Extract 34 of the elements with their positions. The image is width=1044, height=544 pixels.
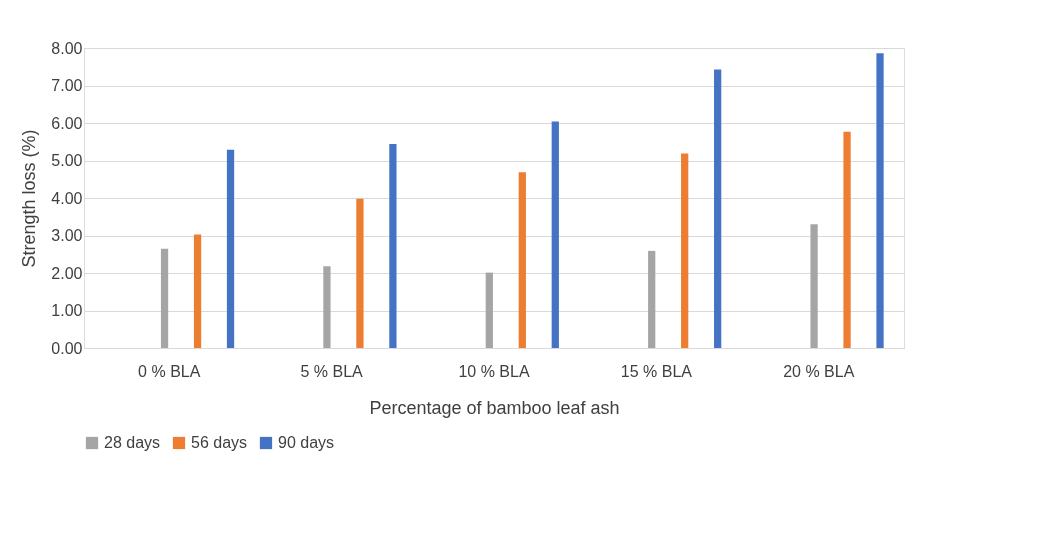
- bar: [843, 131, 851, 348]
- x-tick-label: 0 % BLA: [138, 362, 201, 380]
- bar: [160, 248, 169, 348]
- y-tick-label: 7.00: [51, 77, 83, 94]
- bar: [551, 121, 559, 348]
- bar: [226, 149, 235, 348]
- x-tick-label: 15 % BLA: [620, 362, 693, 380]
- bar: [485, 272, 493, 348]
- x-tick-label: 5 % BLA: [300, 362, 364, 380]
- bar: [389, 144, 397, 348]
- y-axis-title: Strength loss (%): [19, 129, 40, 268]
- y-tick-label: 3.00: [51, 227, 83, 244]
- y-tick-label: 8.00: [51, 39, 83, 57]
- bar: [356, 198, 364, 348]
- x-axis-title: Percentage of bamboo leaf ash: [369, 397, 620, 418]
- bar: [681, 153, 689, 348]
- bar: [323, 266, 331, 348]
- legend-label: 28 days: [104, 434, 161, 451]
- bar: [193, 234, 202, 348]
- y-tick-label: 6.00: [51, 114, 83, 132]
- bar: [714, 69, 722, 348]
- bar: [518, 172, 526, 348]
- y-tick-label: 2.00: [51, 264, 83, 282]
- x-tick-label: 20 % BLA: [783, 362, 855, 380]
- y-tick-label: 4.00: [51, 189, 83, 207]
- bar: [648, 250, 656, 348]
- legend-label: 90 days: [278, 434, 335, 451]
- legend-label: 56 days: [191, 434, 248, 451]
- y-tick-label: 0.00: [51, 339, 83, 357]
- y-tick-label: 1.00: [51, 302, 83, 319]
- bar: [876, 53, 884, 348]
- bar: [810, 224, 818, 348]
- x-tick-label: 10 % BLA: [458, 362, 530, 380]
- y-tick-label: 5.00: [51, 152, 83, 169]
